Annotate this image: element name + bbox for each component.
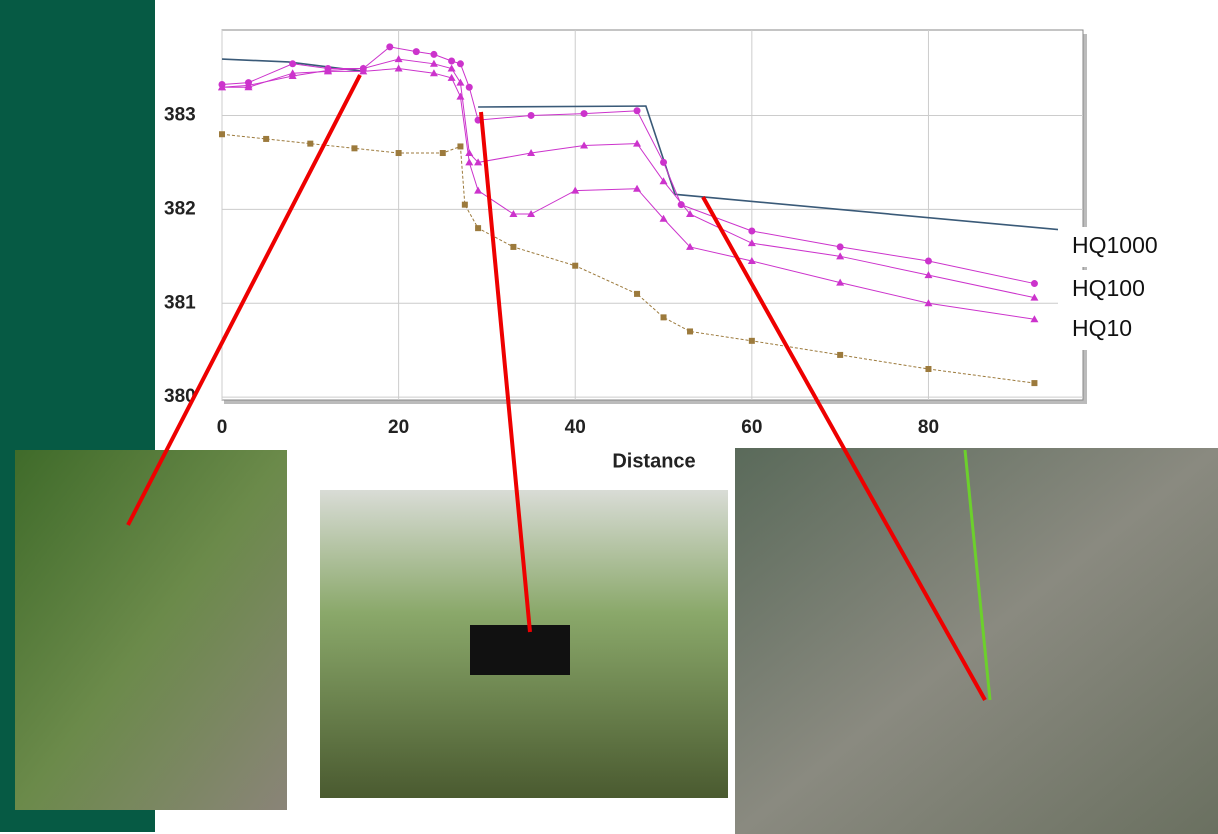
marker (219, 131, 225, 137)
marker (634, 291, 640, 297)
marker (510, 244, 516, 250)
marker (440, 150, 446, 156)
marker (448, 57, 455, 64)
marker (466, 84, 473, 91)
x-tick-label: 60 (741, 417, 762, 438)
legend-label: HQ1000 (1072, 232, 1158, 258)
marker (386, 43, 393, 50)
x-tick-label: 0 (217, 417, 228, 438)
marker (1031, 380, 1037, 386)
marker (263, 136, 269, 142)
marker (748, 227, 755, 234)
marker (749, 338, 755, 344)
marker (837, 243, 844, 250)
marker (307, 141, 313, 147)
slide: 380381382383020406080 Distance HQ1000HQ1… (0, 0, 1218, 834)
marker (462, 202, 468, 208)
legend-label: HQ100 (1072, 275, 1145, 301)
legend-label: HQ10 (1072, 315, 1132, 341)
culvert-opening (470, 625, 570, 675)
x-tick-label: 80 (918, 417, 939, 438)
marker (457, 60, 464, 67)
marker (430, 51, 437, 58)
chart: 380381382383020406080 Distance HQ1000HQ1… (0, 0, 1218, 834)
marker (661, 314, 667, 320)
marker (581, 110, 588, 117)
y-tick-label: 381 (164, 292, 196, 313)
marker (572, 263, 578, 269)
marker (351, 145, 357, 151)
x-tick-label: 40 (565, 417, 586, 438)
y-tick-label: 382 (164, 198, 196, 219)
x-axis-title: Distance (612, 450, 695, 472)
plot-area (222, 30, 1083, 400)
marker (687, 328, 693, 334)
marker (678, 201, 685, 208)
photo-stream (15, 450, 287, 810)
marker (396, 150, 402, 156)
y-tick-label: 383 (164, 104, 196, 125)
marker (528, 112, 535, 119)
marker (475, 225, 481, 231)
marker (413, 48, 420, 55)
marker (457, 143, 463, 149)
marker (634, 107, 641, 114)
marker (925, 258, 932, 265)
marker (925, 366, 931, 372)
marker (660, 159, 667, 166)
map-mesh (735, 448, 1218, 834)
marker (837, 352, 843, 358)
marker (1031, 280, 1038, 287)
marker (289, 60, 296, 67)
x-tick-label: 20 (388, 417, 409, 438)
